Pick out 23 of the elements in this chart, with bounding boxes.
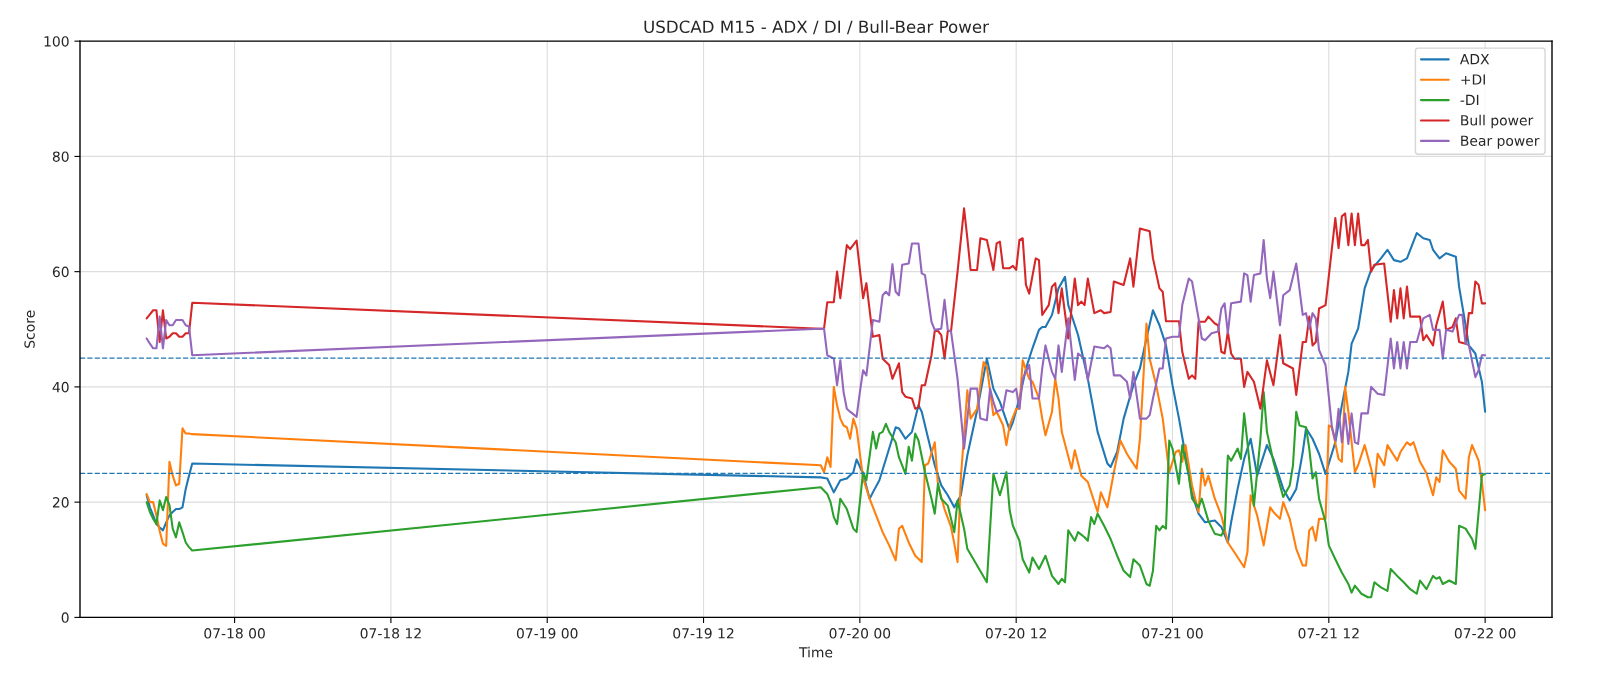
x-tick-label: 07-20 12 bbox=[985, 628, 1047, 639]
x-tick-label: 07-21 12 bbox=[1298, 628, 1359, 639]
x-tick-label: 07-19 12 bbox=[673, 628, 734, 639]
y-tick-label: 60 bbox=[52, 266, 69, 278]
x-tick-label: 07-19 00 bbox=[516, 628, 578, 639]
legend-label: -DI bbox=[1460, 94, 1479, 105]
y-axis-title: Score bbox=[24, 310, 35, 348]
x-tick-label: 07-21 00 bbox=[1142, 628, 1203, 639]
x-tick-label: 07-20 00 bbox=[829, 628, 891, 639]
y-tick-label: 0 bbox=[61, 612, 69, 623]
y-tick-label: 40 bbox=[52, 381, 69, 393]
chart-title: USDCAD M15 - ADX / DI / Bull-Bear Power bbox=[644, 20, 989, 35]
x-axis-title: Time bbox=[798, 646, 833, 658]
x-tick-label: 07-18 00 bbox=[204, 628, 265, 639]
x-tick-label: 07-22 00 bbox=[1454, 628, 1516, 639]
y-tick-label: 100 bbox=[44, 36, 69, 47]
y-tick-label: 80 bbox=[52, 151, 69, 162]
legend-label: Bull power bbox=[1461, 114, 1534, 129]
x-tick-label: 07-18 12 bbox=[360, 628, 421, 639]
legend-label: +DI bbox=[1461, 74, 1485, 85]
legend-label: ADX bbox=[1459, 54, 1490, 65]
legend-label: Bear power bbox=[1461, 135, 1540, 149]
y-tick-label: 20 bbox=[52, 497, 69, 508]
